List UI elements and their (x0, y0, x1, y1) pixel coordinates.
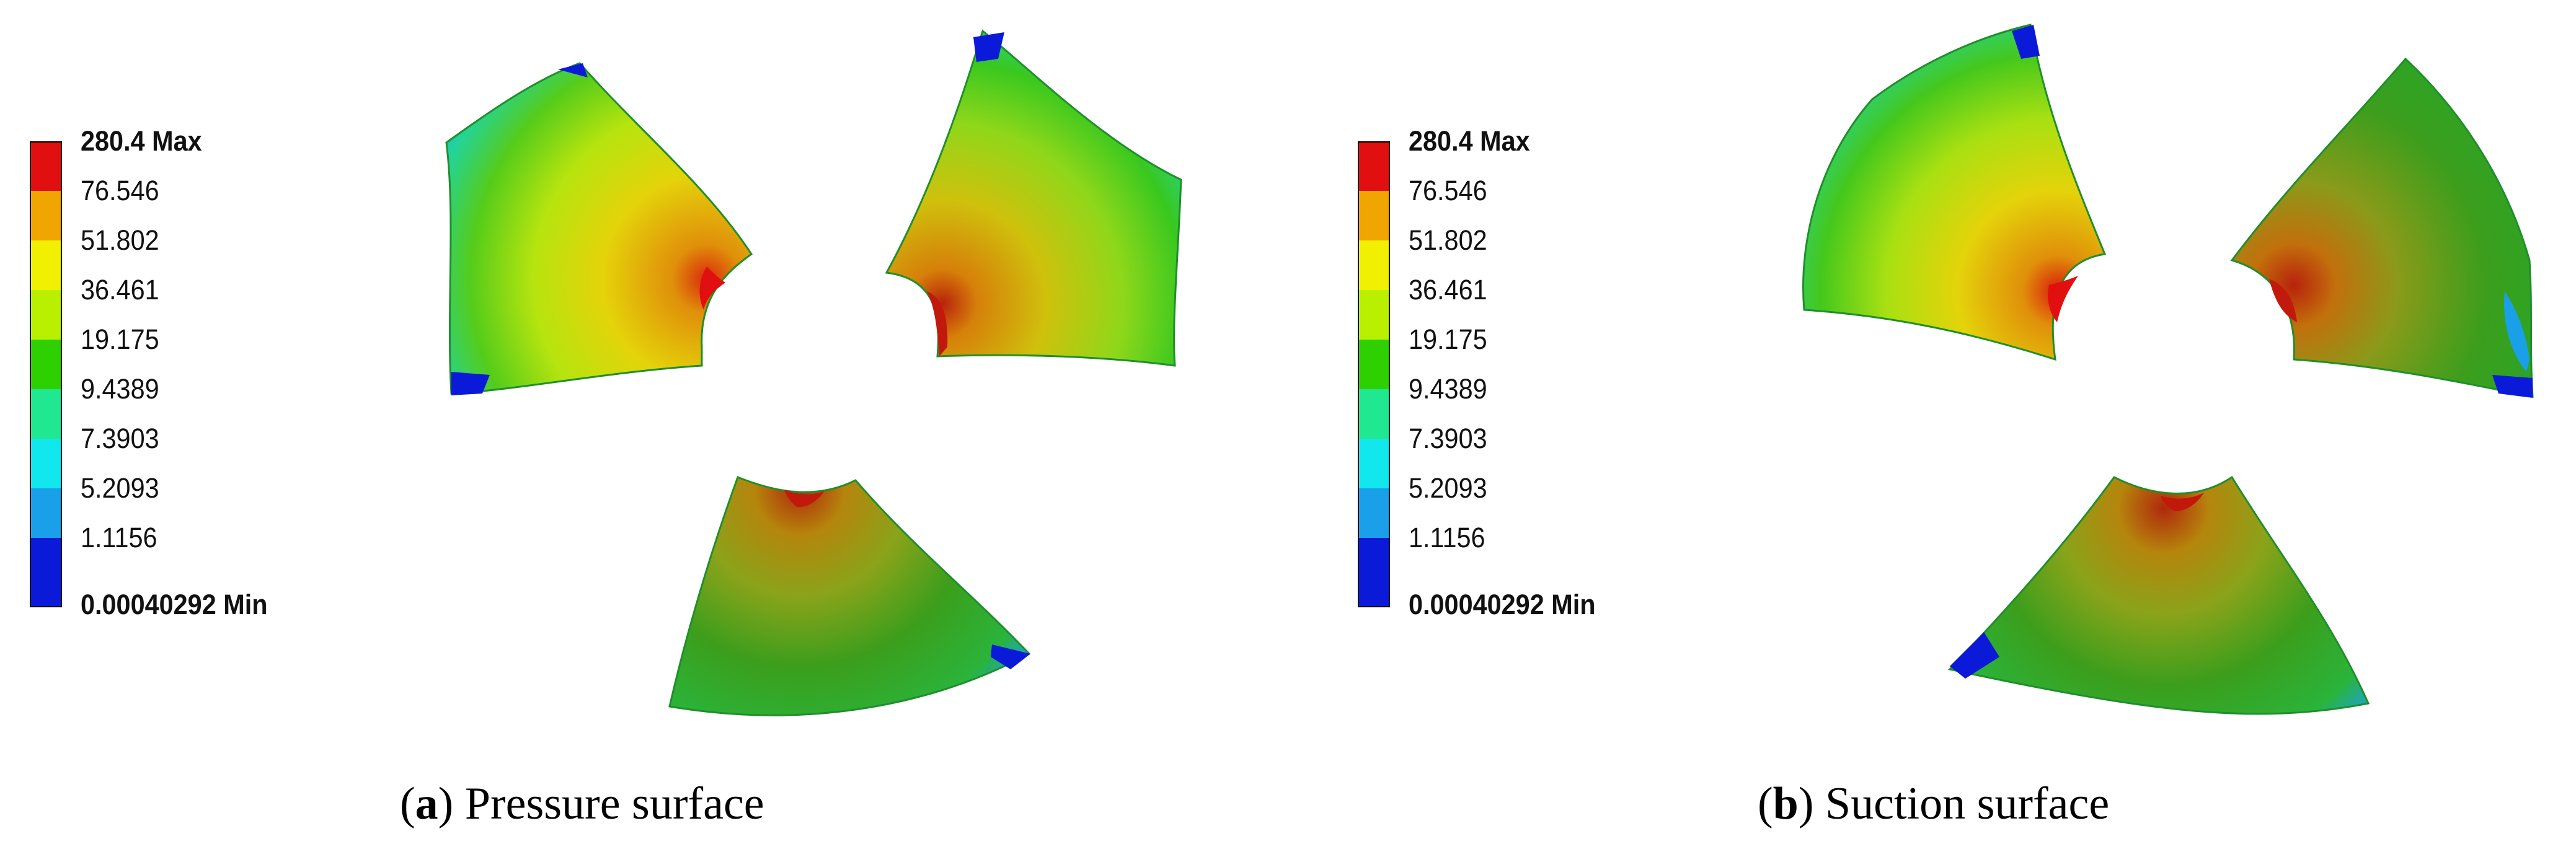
blade-upper-right-hub-red (927, 291, 948, 356)
legend-level-7: 5.2093 (81, 472, 159, 504)
legend-level-6: 7.3903 (81, 423, 159, 454)
legend-swatch-yellowgreen (1358, 290, 1390, 340)
legend-level-1: 76.546 (81, 175, 159, 206)
legend-swatch-blue (30, 538, 62, 607)
blade-bottom-tip-blue (991, 644, 1030, 669)
legend-swatch-blue (1358, 538, 1390, 607)
blade-upper-right (2230, 57, 2534, 398)
blade-bottom-hub-red (2161, 493, 2204, 511)
legend-level-4: 19.175 (1409, 323, 1487, 355)
blade-bottom-tip-blue (1950, 632, 1999, 679)
legend-level-3: 36.461 (1409, 274, 1487, 306)
blade-upper-right-tip-blue (2492, 375, 2533, 398)
legend-swatch-yellow (30, 240, 62, 290)
legend-level-5: 9.4389 (1409, 373, 1487, 405)
legend-swatch-teal (30, 389, 62, 439)
blade-upper-right-hub-red (2269, 279, 2297, 322)
legend-swatch-cyan (30, 439, 62, 488)
caption-letter-a: a (415, 778, 438, 829)
suction-surface-contour (1802, 24, 2534, 715)
blade-upper-left-tip-blue (451, 372, 490, 395)
legend-min-label: 0.00040292 Min (1409, 589, 1596, 620)
legend-level-2: 51.802 (1409, 224, 1487, 256)
panel-suction-surface: 280.4 Max 76.546 51.802 36.461 19.175 9.… (1327, 0, 2576, 849)
blade-upper-left (445, 62, 753, 395)
legend-swatch-green (30, 340, 62, 389)
legend-max-label: 280.4 Max (1409, 125, 1530, 157)
legend-swatch-orange (30, 191, 62, 240)
blade-bottom (668, 476, 1031, 716)
panel-pressure-surface: 280.4 Max 76.546 51.802 36.461 19.175 9.… (30, 29, 1182, 829)
legend-level-8: 1.1156 (81, 522, 157, 553)
blade-upper-left-hub-red (699, 266, 725, 310)
legend-level-1: 76.546 (1409, 175, 1487, 206)
pressure-surface-contour (445, 29, 1182, 716)
legend-swatch-red (30, 141, 62, 191)
blade-upper-right (885, 29, 1182, 367)
legend-swatch-orange (1358, 191, 1390, 240)
blade-upper-right-top-blue (973, 32, 1004, 62)
legend-min-label: 0.00040292 Min (81, 589, 268, 620)
legend-level-4: 19.175 (81, 323, 159, 355)
legend-swatch-green (1358, 340, 1390, 389)
caption-text-a: Pressure surface (464, 778, 764, 829)
legend-swatch-skyblue (30, 488, 62, 538)
legend-level-2: 51.802 (81, 224, 159, 256)
blade-upper-right-edge-blue (2504, 291, 2530, 372)
legend-level-3: 36.461 (81, 274, 159, 306)
blade-upper-left (1802, 24, 2107, 361)
legend-swatch-skyblue (1358, 488, 1390, 538)
legend-swatch-teal (1358, 389, 1390, 439)
blade-upper-left-top-blue (2012, 25, 2040, 59)
legend-swatch-yellow (1358, 240, 1390, 290)
legend-swatch-red (1358, 141, 1390, 191)
blade-bottom-hub-red (784, 490, 825, 508)
caption-b: (b) Suction surface (1758, 778, 2110, 829)
legend-swatch-cyan (1358, 439, 1390, 488)
caption-a: (a) Pressure surface (400, 778, 764, 829)
blade-upper-left-top-blue (558, 63, 588, 77)
blade-upper-left-hub-red (2048, 276, 2078, 322)
legend-level-5: 9.4389 (81, 373, 159, 405)
legend-level-7: 5.2093 (1409, 472, 1487, 504)
legend-level-8: 1.1156 (1409, 522, 1485, 553)
legend-level-6: 7.3903 (1409, 423, 1487, 454)
legend-max-label: 280.4 Max (81, 125, 202, 157)
blade-bottom (1948, 475, 2370, 715)
caption-letter-b: b (1773, 778, 1799, 829)
caption-text-b: Suction surface (1825, 778, 2110, 829)
legend-swatch-yellowgreen (30, 290, 62, 340)
